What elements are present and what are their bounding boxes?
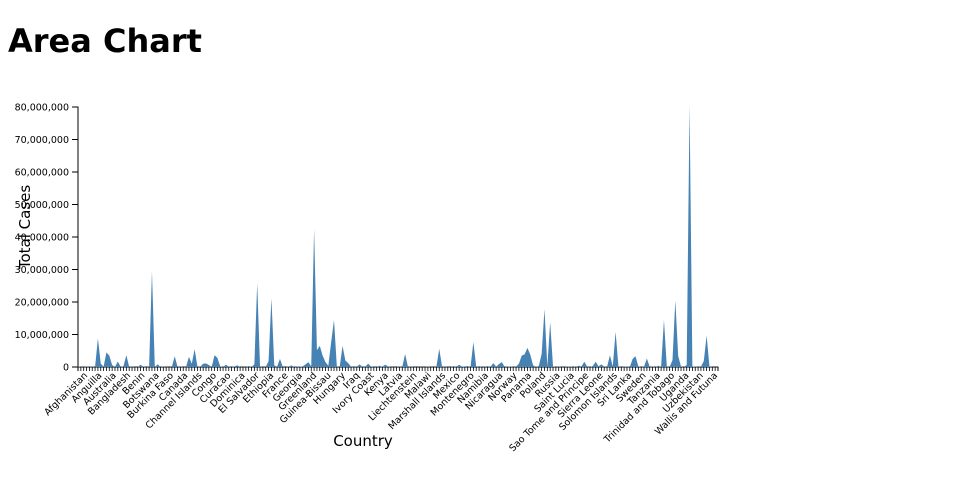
y-tick: 80,000,000 (15, 103, 78, 114)
y-tick: 30,000,000 (15, 265, 78, 276)
y-tick-label: 80,000,000 (15, 103, 69, 114)
y-tick: 60,000,000 (15, 168, 78, 179)
x-axis-label: Country (333, 432, 393, 450)
y-tick-label: 10,000,000 (15, 330, 69, 341)
y-tick: 40,000,000 (15, 233, 78, 244)
area-series (78, 105, 718, 367)
y-tick: 20,000,000 (15, 298, 78, 309)
y-tick: 10,000,000 (15, 330, 78, 341)
y-tick: 0 (63, 363, 78, 374)
x-axis-line (77, 366, 719, 371)
y-tick-label: 20,000,000 (15, 298, 69, 309)
y-tick-label: 50,000,000 (15, 200, 69, 211)
y-tick-label: 60,000,000 (15, 168, 69, 179)
y-tick-label: 40,000,000 (15, 233, 69, 244)
y-tick: 70,000,000 (15, 135, 78, 146)
y-axis-label: Total Cases (16, 185, 34, 271)
y-tick: 50,000,000 (15, 200, 78, 211)
y-tick-label: 70,000,000 (15, 135, 69, 146)
y-tick-label: 0 (63, 363, 69, 374)
page-title: Area Chart (8, 22, 202, 60)
y-tick-label: 30,000,000 (15, 265, 69, 276)
y-axis: 0 10,000,000 20,000,000 30,000,000 40,000,00… (15, 103, 79, 374)
